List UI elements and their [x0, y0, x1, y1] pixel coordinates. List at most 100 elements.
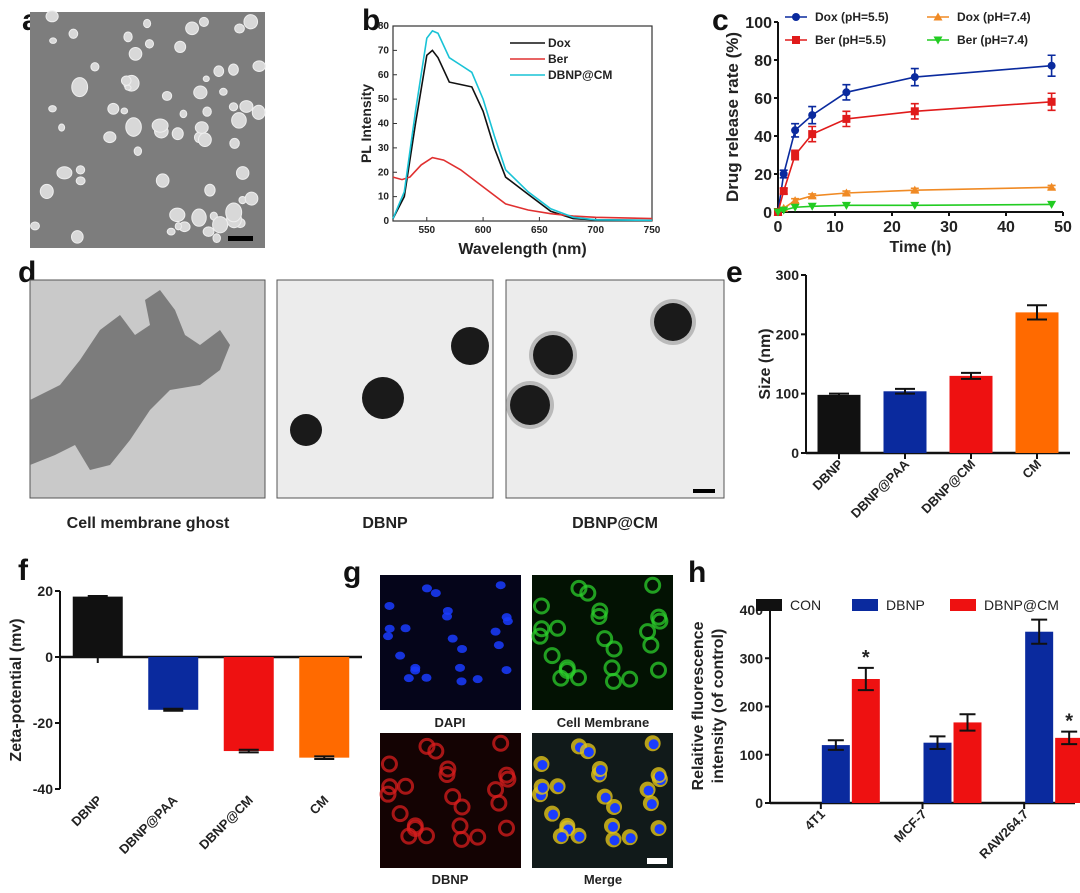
data-point [1047, 61, 1056, 70]
chart-pl-spectra: 550 600 650 700 750 0 10 20 30 40 50 60 70 80 Waveleng… [358, 21, 661, 258]
nanoparticle [194, 121, 209, 134]
cell-signal [417, 827, 435, 845]
nucleus-signal [454, 663, 465, 672]
legend-marker [933, 12, 943, 21]
nanoparticle [39, 183, 54, 199]
nucleus-signal [501, 613, 512, 622]
dbnp-particle [290, 414, 322, 446]
nanoparticle [244, 191, 259, 206]
cell-signal [552, 669, 570, 687]
bar-DBNP@CM [949, 375, 993, 453]
nucleus-signal [447, 634, 458, 643]
data-point [1047, 97, 1056, 106]
nucleus-signal [548, 809, 559, 820]
y-tick-label: 0 [755, 795, 763, 811]
data-point [779, 187, 788, 196]
y-tick-label: 300 [740, 650, 764, 666]
nanoparticle [155, 173, 170, 188]
legend-label: Dox (pH=7.4) [957, 10, 1031, 24]
nanoparticle [166, 227, 176, 236]
data-point [842, 114, 851, 123]
y-tick-label: 80 [754, 53, 772, 70]
x-tick-label: DBNP [68, 792, 105, 829]
nanoparticle [120, 75, 132, 86]
nanoparticle [75, 176, 86, 186]
nucleus-signal [384, 624, 395, 633]
x-tick-label: 30 [940, 219, 958, 236]
y-tick-label: 200 [740, 699, 764, 715]
nanoparticle [151, 118, 169, 133]
nucleus-signal [583, 747, 594, 758]
bar-DBNP@PAA [148, 657, 199, 710]
data-point [791, 126, 800, 135]
nanoparticle [228, 102, 239, 112]
cell-signal [603, 659, 621, 677]
nanoparticle [191, 208, 207, 227]
y-tick-label: 20 [378, 167, 390, 178]
nucleus-signal [609, 835, 620, 846]
cell-signal [418, 737, 436, 755]
data-point [790, 196, 800, 205]
cell-signal [591, 602, 609, 620]
nanoparticle [251, 104, 266, 120]
chart-drug-release: 0 10 20 30 40 50 0 20 40 60 80 100 Time (h) Drug rele… [723, 10, 1072, 256]
nanoparticle [235, 166, 250, 180]
y-tick-label: 70 [378, 45, 390, 56]
nucleus-signal [654, 824, 665, 835]
nanoparticle [198, 16, 209, 28]
y-tick-label: 80 [378, 21, 390, 32]
x-tick-label: 20 [883, 219, 901, 236]
bar-MCF-7-DBNP [923, 742, 952, 803]
cell-signal [579, 584, 597, 602]
significance-marker: * [1065, 711, 1073, 733]
y-axis-label: Zeta-potential (mv) [8, 618, 25, 761]
nanoparticle [161, 90, 173, 101]
cell-signal [380, 755, 398, 773]
x-tick-label: 550 [418, 225, 435, 236]
series-line-Ber [392, 156, 653, 220]
data-point [773, 208, 783, 217]
cell-signal [379, 785, 397, 803]
error-bar [857, 666, 874, 692]
error-bar [1061, 730, 1078, 746]
nanoparticle [213, 65, 225, 77]
legend-marker [933, 36, 943, 45]
x-axis-label: Time (h) [890, 239, 952, 256]
caption-cell-membrane: Cell Membrane [557, 715, 649, 730]
y-tick-label: 0 [791, 445, 799, 461]
y-tick-label: 20 [37, 583, 53, 599]
data-point [841, 201, 851, 210]
nanoparticle [174, 222, 182, 231]
legend-label: Dox (pH=5.5) [815, 10, 889, 24]
cell-signal [391, 805, 409, 823]
y-axis-label: intensity (of control) [710, 629, 727, 784]
cell-signal [532, 597, 550, 615]
legend-marker [792, 13, 800, 21]
dbnp-cm-particle [510, 385, 550, 425]
cell-signal [605, 640, 623, 658]
nanoparticle [231, 112, 247, 129]
y-tick-label: 60 [754, 91, 772, 108]
nanoparticle [58, 123, 66, 132]
x-tick-label: RAW264.7 [976, 807, 1031, 862]
x-tick-label: DBNP@CM [918, 457, 978, 517]
data-point [790, 203, 800, 212]
cell-signal [650, 608, 668, 626]
scale-bar [693, 489, 715, 493]
nucleus-signal [472, 675, 483, 684]
nanoparticle [68, 28, 79, 39]
tem-images [29, 279, 725, 499]
error-bar [827, 739, 844, 751]
chart-zeta: -40 -20 0 20 DBNP DBNP@PAA DBNP@CM CM Zeta-poten… [8, 583, 362, 857]
cell-signal [498, 766, 516, 784]
error-bar [1031, 618, 1048, 645]
cell-signal [444, 788, 462, 806]
data-point [910, 201, 920, 210]
bar-CM [1015, 312, 1059, 453]
data-point [1047, 200, 1057, 209]
nanoparticle [212, 233, 221, 244]
nucleus-signal [556, 832, 567, 843]
x-tick-label: 10 [826, 219, 844, 236]
nucleus-signal [421, 673, 432, 682]
